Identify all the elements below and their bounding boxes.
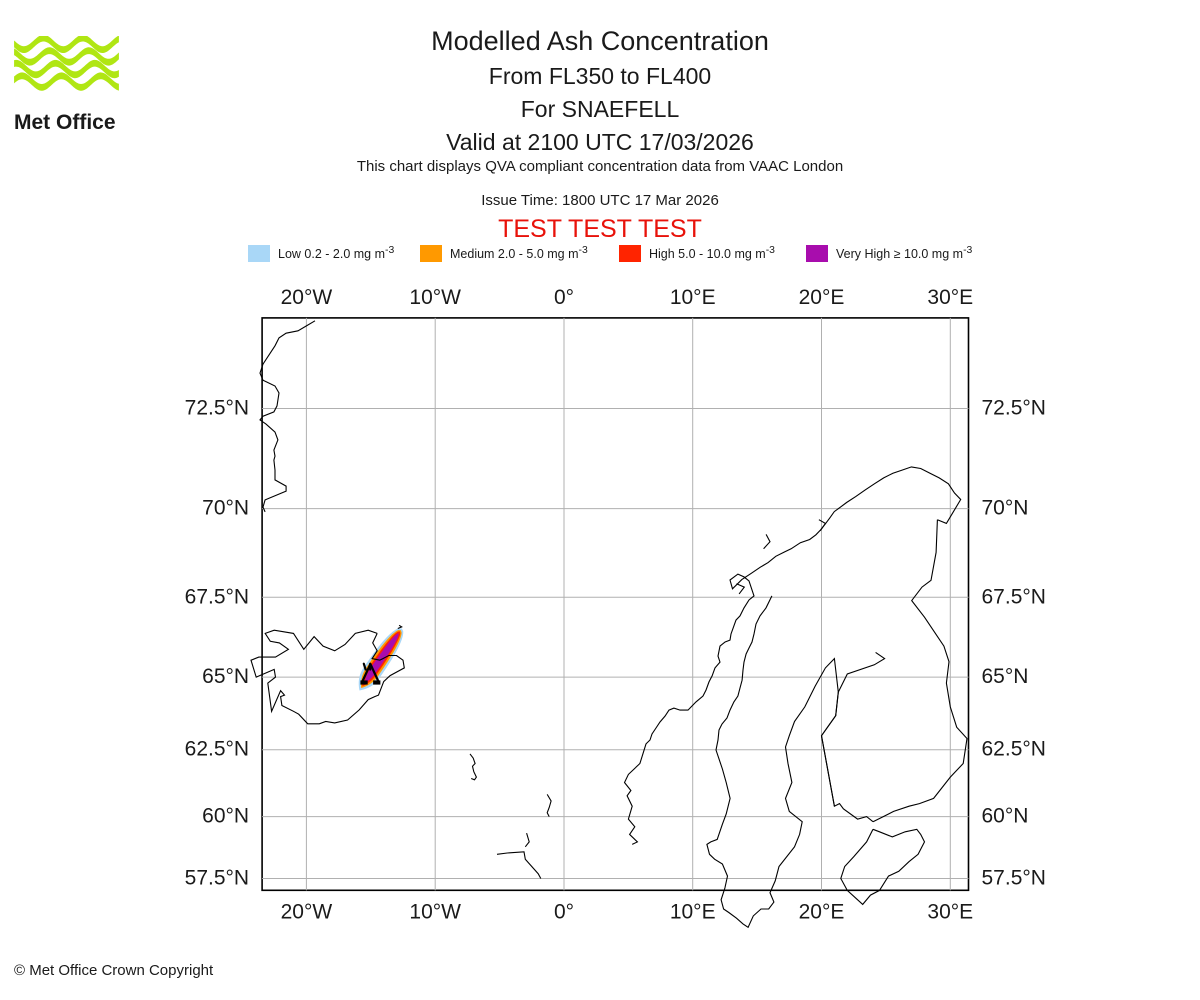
- svg-text:30°E: 30°E: [927, 286, 973, 309]
- svg-text:57.5°N: 57.5°N: [982, 867, 1046, 890]
- svg-text:10°W: 10°W: [409, 900, 461, 923]
- svg-text:10°W: 10°W: [409, 286, 461, 309]
- svg-text:10°E: 10°E: [670, 286, 716, 309]
- svg-text:20°W: 20°W: [281, 900, 333, 923]
- svg-text:62.5°N: 62.5°N: [982, 738, 1046, 761]
- svg-text:20°W: 20°W: [281, 286, 333, 309]
- svg-text:20°E: 20°E: [799, 286, 845, 309]
- svg-text:65°N: 65°N: [982, 665, 1029, 688]
- svg-text:70°N: 70°N: [202, 497, 249, 520]
- svg-text:10°E: 10°E: [670, 900, 716, 923]
- svg-text:0°: 0°: [554, 286, 574, 309]
- svg-text:65°N: 65°N: [202, 665, 249, 688]
- svg-text:30°E: 30°E: [927, 900, 973, 923]
- svg-text:60°N: 60°N: [202, 805, 249, 828]
- svg-text:20°E: 20°E: [799, 900, 845, 923]
- svg-text:57.5°N: 57.5°N: [185, 867, 249, 890]
- svg-text:72.5°N: 72.5°N: [185, 397, 249, 420]
- svg-text:62.5°N: 62.5°N: [185, 738, 249, 761]
- svg-text:0°: 0°: [554, 900, 574, 923]
- svg-text:70°N: 70°N: [982, 497, 1029, 520]
- svg-text:67.5°N: 67.5°N: [185, 585, 249, 608]
- svg-text:72.5°N: 72.5°N: [982, 397, 1046, 420]
- svg-text:67.5°N: 67.5°N: [982, 585, 1046, 608]
- svg-text:60°N: 60°N: [982, 805, 1029, 828]
